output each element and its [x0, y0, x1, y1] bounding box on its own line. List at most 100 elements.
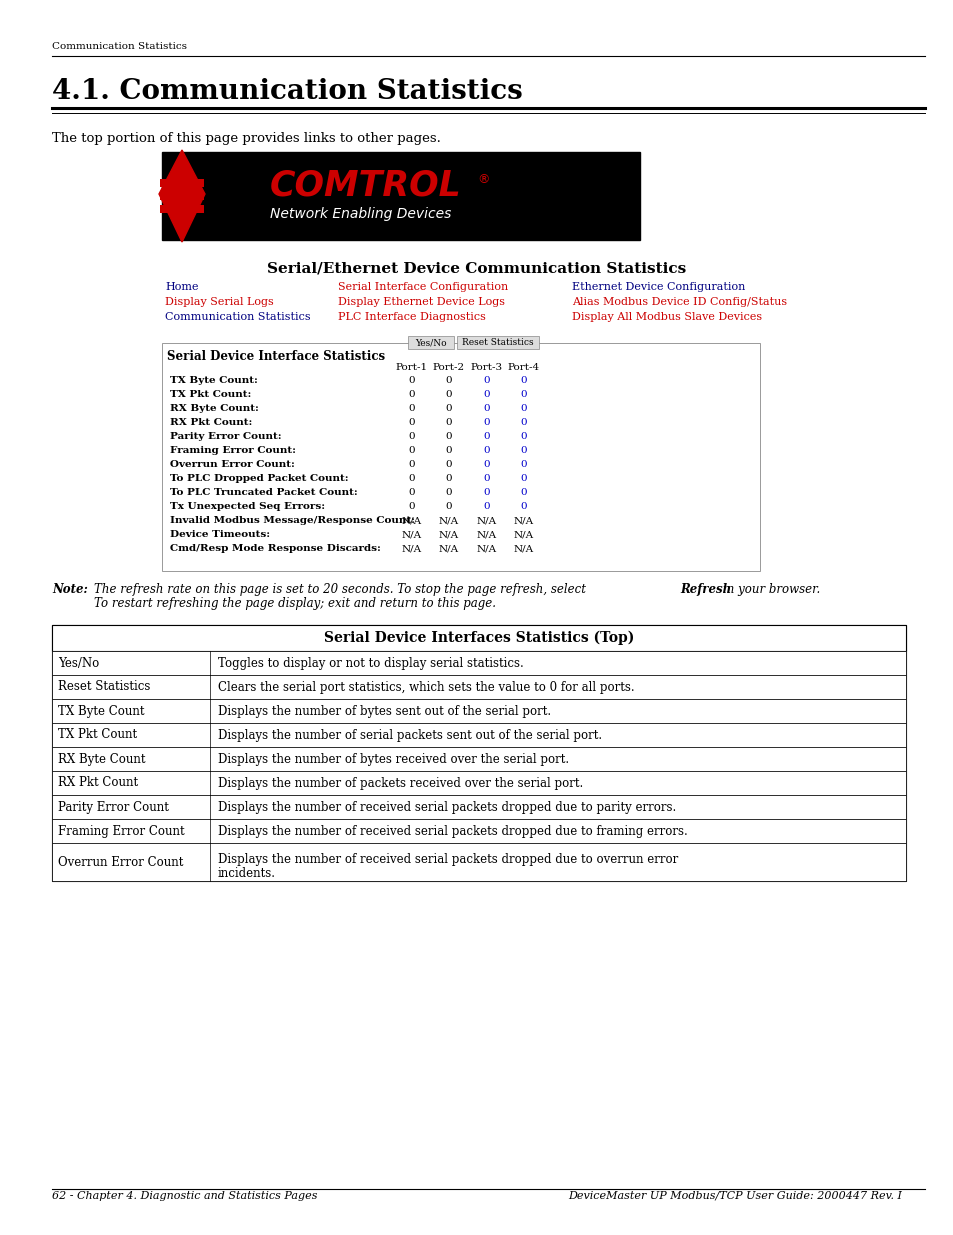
Bar [52, 747, 905, 771]
Text: 0: 0 [408, 501, 415, 511]
Text: N/A: N/A [401, 530, 421, 538]
Text: TX Byte Count: TX Byte Count [58, 704, 144, 718]
Text: Framing Error Count:: Framing Error Count: [170, 446, 295, 454]
Text: N/A: N/A [438, 516, 458, 525]
Text: 0: 0 [520, 488, 527, 496]
Text: Port-2: Port-2 [433, 363, 464, 372]
Bar [162, 343, 760, 571]
Text: 0: 0 [483, 459, 490, 469]
Text: Alias Modbus Device ID Config/Status: Alias Modbus Device ID Config/Status [572, 296, 786, 308]
Text: 0: 0 [520, 404, 527, 412]
Text: 0: 0 [483, 390, 490, 399]
Text: incidents.: incidents. [218, 867, 275, 881]
Text: TX Pkt Count: TX Pkt Count [58, 729, 137, 741]
Text: The top portion of this page provides links to other pages.: The top portion of this page provides li… [52, 132, 440, 144]
Text: Displays the number of received serial packets dropped due to framing errors.: Displays the number of received serial p… [218, 825, 687, 837]
Text: To PLC Truncated Packet Count:: To PLC Truncated Packet Count: [170, 488, 357, 496]
Text: Displays the number of serial packets sent out of the serial port.: Displays the number of serial packets se… [218, 729, 601, 741]
Text: N/A: N/A [476, 543, 497, 553]
Text: Yes/No: Yes/No [415, 338, 446, 347]
Text: COMTROL: COMTROL [270, 169, 461, 203]
Text: 0: 0 [483, 474, 490, 483]
Text: RX Byte Count:: RX Byte Count: [170, 404, 258, 412]
Bar [408, 336, 454, 350]
Bar [52, 844, 905, 881]
Bar [52, 771, 905, 795]
Text: Ethernet Device Configuration: Ethernet Device Configuration [572, 282, 744, 291]
Text: Toggles to display or not to display serial statistics.: Toggles to display or not to display ser… [218, 657, 523, 669]
Text: Port-3: Port-3 [471, 363, 502, 372]
Text: 0: 0 [408, 432, 415, 441]
Text: 0: 0 [520, 375, 527, 385]
Text: Network Enabling Devices: Network Enabling Devices [270, 207, 451, 221]
Text: 0: 0 [408, 375, 415, 385]
Bar [52, 625, 905, 651]
Text: 0: 0 [483, 417, 490, 427]
Text: 0: 0 [520, 474, 527, 483]
Polygon shape [159, 149, 205, 242]
Bar [52, 699, 905, 722]
Text: N/A: N/A [476, 516, 497, 525]
Text: 0: 0 [520, 390, 527, 399]
Text: 0: 0 [408, 417, 415, 427]
Text: 0: 0 [445, 474, 452, 483]
Text: 0: 0 [520, 501, 527, 511]
Text: N/A: N/A [514, 530, 534, 538]
Bar [52, 625, 905, 881]
Text: 0: 0 [520, 459, 527, 469]
Text: 4.1. Communication Statistics: 4.1. Communication Statistics [52, 78, 522, 105]
Text: 0: 0 [408, 488, 415, 496]
Text: 0: 0 [483, 446, 490, 454]
Text: 0: 0 [445, 459, 452, 469]
Text: Serial Device Interface Statistics: Serial Device Interface Statistics [167, 350, 385, 363]
Text: PLC Interface Diagnostics: PLC Interface Diagnostics [337, 312, 485, 322]
Text: 0: 0 [408, 474, 415, 483]
Text: Device Timeouts:: Device Timeouts: [170, 530, 270, 538]
Text: N/A: N/A [438, 530, 458, 538]
Text: The refresh rate on this page is set to 20 seconds. To stop the page refresh, se: The refresh rate on this page is set to … [94, 583, 585, 597]
Text: Display Ethernet Device Logs: Display Ethernet Device Logs [337, 296, 504, 308]
Bar [160, 205, 204, 212]
Text: 0: 0 [408, 404, 415, 412]
Text: Parity Error Count:: Parity Error Count: [170, 432, 281, 441]
Text: Serial/Ethernet Device Communication Statistics: Serial/Ethernet Device Communication Sta… [267, 262, 686, 275]
Text: Overrun Error Count: Overrun Error Count [58, 856, 183, 868]
Text: 0: 0 [483, 501, 490, 511]
Text: N/A: N/A [514, 543, 534, 553]
Bar [456, 336, 538, 350]
Bar [160, 191, 204, 200]
Text: 0: 0 [483, 404, 490, 412]
Text: in your browser.: in your browser. [722, 583, 820, 597]
Text: Communication Statistics: Communication Statistics [165, 312, 311, 322]
Bar [162, 152, 639, 240]
Text: Refresh: Refresh [679, 583, 730, 597]
Bar [52, 676, 905, 699]
Text: Reset Statistics: Reset Statistics [461, 338, 534, 347]
Bar [52, 819, 905, 844]
Text: 62 - Chapter 4. Diagnostic and Statistics Pages: 62 - Chapter 4. Diagnostic and Statistic… [52, 1191, 317, 1200]
Text: Cmd/Resp Mode Response Discards:: Cmd/Resp Mode Response Discards: [170, 543, 380, 553]
Text: RX Pkt Count: RX Pkt Count [58, 777, 138, 789]
Bar [160, 179, 204, 186]
Text: Display Serial Logs: Display Serial Logs [165, 296, 274, 308]
Text: TX Pkt Count:: TX Pkt Count: [170, 390, 251, 399]
Text: 0: 0 [445, 390, 452, 399]
Text: To PLC Dropped Packet Count:: To PLC Dropped Packet Count: [170, 474, 348, 483]
Text: N/A: N/A [401, 543, 421, 553]
Text: Home: Home [165, 282, 198, 291]
Text: Serial Device Interfaces Statistics (Top): Serial Device Interfaces Statistics (Top… [323, 631, 634, 645]
Text: DeviceMaster UP Modbus/TCP User Guide: 2000447 Rev. I: DeviceMaster UP Modbus/TCP User Guide: 2… [568, 1191, 901, 1200]
Text: 0: 0 [408, 459, 415, 469]
Text: 0: 0 [408, 390, 415, 399]
Text: 0: 0 [445, 446, 452, 454]
Text: Framing Error Count: Framing Error Count [58, 825, 185, 837]
Text: 0: 0 [483, 375, 490, 385]
Text: Display All Modbus Slave Devices: Display All Modbus Slave Devices [572, 312, 761, 322]
Text: 0: 0 [445, 488, 452, 496]
Text: 0: 0 [445, 417, 452, 427]
Text: 0: 0 [520, 446, 527, 454]
Text: Reset Statistics: Reset Statistics [58, 680, 151, 694]
Text: 0: 0 [445, 375, 452, 385]
Text: RX Byte Count: RX Byte Count [58, 752, 146, 766]
Text: Communication Statistics: Communication Statistics [52, 42, 187, 51]
